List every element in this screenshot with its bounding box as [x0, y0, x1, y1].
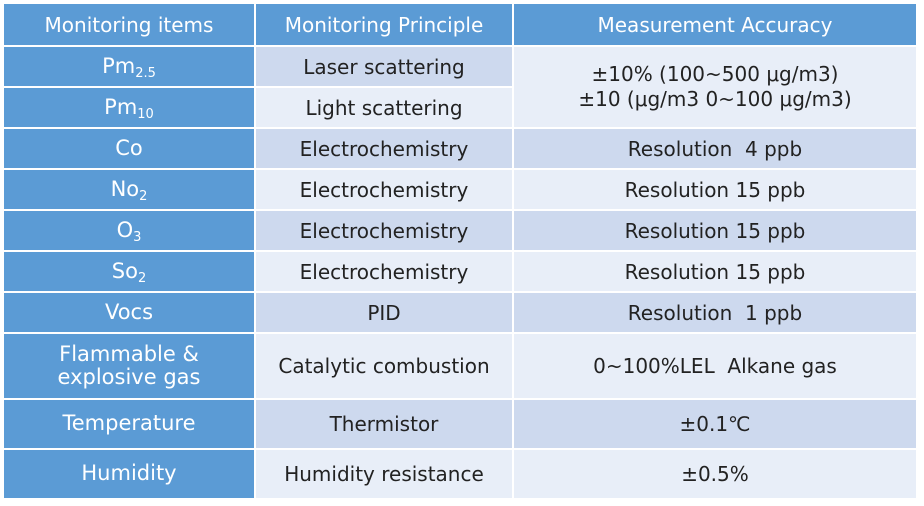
accuracy-cell: Resolution 15 ppb — [514, 170, 918, 211]
principle-cell: PID — [256, 293, 514, 334]
item-cell: Co — [4, 129, 256, 170]
pm-accuracy-cell: ±10% (100~500 μg/m3) ±10 (μg/m3 0~100 μg… — [514, 47, 918, 129]
item-cell: Temperature — [4, 400, 256, 450]
table-row: Co Electrochemistry Resolution 4 ppb — [4, 129, 918, 170]
principle-cell: Electrochemistry — [256, 129, 514, 170]
table-row: O3 Electrochemistry Resolution 15 ppb — [4, 211, 918, 252]
header-row: Monitoring items Monitoring Principle Me… — [4, 4, 918, 47]
header-monitoring-items: Monitoring items — [4, 4, 256, 47]
item-cell: O3 — [4, 211, 256, 252]
accuracy-cell: Resolution 15 ppb — [514, 252, 918, 293]
item-cell: Flammable & explosive gas — [4, 334, 256, 400]
pm-accuracy-line-1: ±10% (100~500 μg/m3) — [591, 62, 839, 86]
accuracy-cell: ±0.1℃ — [514, 400, 918, 450]
item-cell: Humidity — [4, 450, 256, 500]
item-cell: So2 — [4, 252, 256, 293]
table-row: Flammable & explosive gas Catalytic comb… — [4, 334, 918, 400]
principle-cell: Light scattering — [256, 88, 514, 129]
accuracy-cell: ±0.5% — [514, 450, 918, 500]
table-row: Pm2.5 Laser scattering ±10% (100~500 μg/… — [4, 47, 918, 129]
header-monitoring-principle: Monitoring Principle — [256, 4, 514, 47]
accuracy-cell: Resolution 4 ppb — [514, 129, 918, 170]
table-row: Vocs PID Resolution 1 ppb — [4, 293, 918, 334]
item-cell: Pm10 — [4, 88, 256, 129]
accuracy-cell: 0~100%LEL Alkane gas — [514, 334, 918, 400]
item-cell: Pm2.5 — [4, 47, 256, 88]
table-row: Temperature Thermistor ±0.1℃ — [4, 400, 918, 450]
principle-cell: Electrochemistry — [256, 211, 514, 252]
pm-accuracy-line-2: ±10 (μg/m3 0~100 μg/m3) — [578, 87, 852, 111]
accuracy-cell: Resolution 1 ppb — [514, 293, 918, 334]
item-cell: No2 — [4, 170, 256, 211]
table-row: No2 Electrochemistry Resolution 15 ppb — [4, 170, 918, 211]
principle-cell: Thermistor — [256, 400, 514, 450]
table-row: Pm10 Light scattering — [4, 88, 918, 129]
principle-cell: Laser scattering — [256, 47, 514, 88]
principle-cell: Catalytic combustion — [256, 334, 514, 400]
principle-cell: Humidity resistance — [256, 450, 514, 500]
table-row: So2 Electrochemistry Resolution 15 ppb — [4, 252, 918, 293]
table-row: Humidity Humidity resistance ±0.5% — [4, 450, 918, 500]
header-measurement-accuracy: Measurement Accuracy — [514, 4, 918, 47]
monitoring-spec-table: Monitoring items Monitoring Principle Me… — [4, 4, 918, 500]
accuracy-cell: Resolution 15 ppb — [514, 211, 918, 252]
item-cell: Vocs — [4, 293, 256, 334]
principle-cell: Electrochemistry — [256, 170, 514, 211]
principle-cell: Electrochemistry — [256, 252, 514, 293]
